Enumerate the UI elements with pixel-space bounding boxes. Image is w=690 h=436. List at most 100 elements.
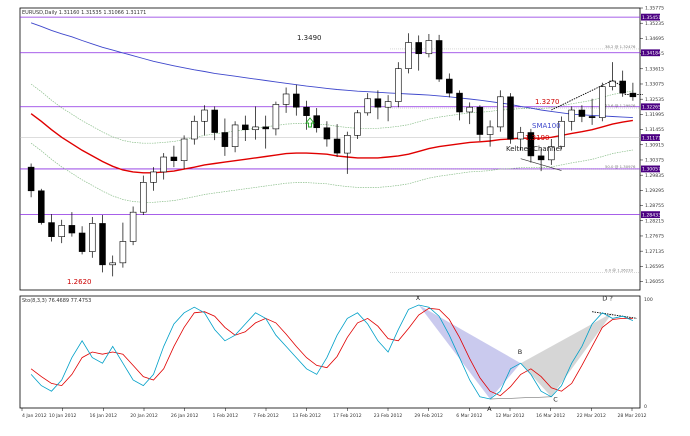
osc-annotation-b: B	[518, 348, 522, 356]
symbol-header: EURUSD,Daily 1.31160 1.31535 1.31066 1.3…	[22, 10, 146, 16]
osc-annotation-c: C	[553, 395, 558, 403]
candle-body	[242, 124, 249, 131]
candle-body	[201, 109, 208, 122]
rising-dotted-line-end	[612, 80, 623, 88]
y-tick-label: 1.33615	[645, 66, 664, 72]
candle-body	[231, 124, 239, 147]
candle-body	[476, 106, 484, 135]
oscillator-label: Sto(8,3,3) 76.4689 77.4753	[22, 298, 91, 304]
candle-body	[486, 126, 494, 135]
annotation-sma100: SMA100	[532, 122, 561, 130]
x-tick-label: 29 Feb 2012	[414, 413, 443, 419]
y-tick-label: 1.35775	[645, 6, 664, 12]
candle-body	[354, 112, 361, 136]
candle-body	[303, 106, 310, 116]
candle-body	[588, 116, 596, 118]
fib-level-label: 38.2 @ 1.32476	[605, 44, 636, 49]
candle-body	[344, 135, 351, 154]
annotation-1.2620: 1.2620	[67, 278, 92, 286]
fib-level-label: 0.0 @ 1.26233	[605, 267, 634, 272]
pattern-ac-line	[490, 396, 552, 400]
candle-body	[89, 223, 96, 252]
x-tick-label: 23 Feb 2012	[374, 413, 403, 419]
y-tick-label: 1.27675	[645, 234, 664, 240]
y-tick-label: 1.30375	[645, 158, 664, 164]
candle-body	[507, 96, 514, 140]
rising-dotted-line	[551, 80, 613, 111]
y-tick-label: 1.34695	[645, 36, 664, 42]
candle-body	[415, 42, 422, 55]
candle-body	[374, 98, 382, 108]
oscillator-panel-frame	[19, 295, 641, 409]
candle-body	[497, 96, 504, 128]
candle-body	[48, 222, 55, 237]
candle-body	[293, 93, 300, 108]
price-box-label: 1.34184	[642, 50, 661, 56]
candle-body	[323, 127, 331, 140]
candle-body	[527, 132, 535, 157]
stoch-signal-line	[30, 307, 633, 397]
x-tick-label: 17 Feb 2012	[333, 413, 362, 419]
up-arrow-icon	[305, 117, 315, 128]
price-box	[641, 211, 660, 219]
candle-body	[211, 109, 218, 133]
y-tick-label: 1.28215	[645, 218, 664, 224]
y-tick-label: 1.30915	[645, 142, 664, 148]
candle-body	[150, 171, 157, 183]
y-tick-label: 1.32535	[645, 97, 664, 103]
candle-body	[272, 104, 280, 130]
price-box	[641, 49, 660, 57]
y-tick-label: 1.31995	[645, 112, 664, 118]
y-tick-label: 1.29835	[645, 173, 664, 179]
stoch-main-line	[30, 304, 634, 400]
x-tick-label: 10 Jan 2012	[49, 413, 77, 419]
candle-body	[252, 126, 259, 131]
candle-body	[119, 241, 127, 264]
pattern-xab-fill	[418, 304, 521, 400]
candle-body	[364, 98, 371, 114]
x-tick-label: 28 Mar 2012	[617, 413, 646, 419]
candle-body	[609, 80, 616, 87]
y-tick-label: 1.29295	[645, 188, 664, 194]
candle-body	[221, 132, 229, 147]
candle-body	[537, 155, 545, 161]
x-tick-label: 16 Jan 2012	[90, 413, 118, 419]
x-tick-label: 7 Feb 2012	[253, 413, 279, 419]
candle-body	[140, 182, 147, 213]
sma100-line	[30, 22, 633, 119]
pattern-bcd-fill	[520, 312, 613, 397]
price-box-label: 1.31171	[642, 135, 661, 141]
x-tick-label: 6 Mar 2012	[456, 413, 482, 419]
price-box-label: 1.30057	[642, 167, 661, 173]
candle-body	[38, 190, 45, 223]
candle-body	[180, 138, 188, 161]
osc-annotation-d: D ?	[602, 294, 613, 302]
fib-level-label: 23.6 @ 1.29976	[605, 103, 636, 108]
osc-y-tick-0: 0	[644, 404, 647, 410]
candle-body	[68, 225, 76, 234]
x-tick-label: 4 Jan 2012	[22, 413, 47, 419]
price-box	[641, 165, 660, 173]
y-tick-label: 1.26055	[645, 279, 664, 285]
candle-body	[517, 132, 524, 140]
y-tick-label: 1.35235	[645, 21, 664, 27]
y-tick-label: 1.28755	[645, 203, 664, 209]
candle-body	[405, 42, 412, 69]
annotation-1.3190: 1.3190	[525, 134, 550, 142]
x-tick-label: 22 Mar 2012	[577, 413, 606, 419]
candle-body	[395, 68, 402, 102]
annotation-1.3490: 1.3490	[297, 34, 322, 42]
pattern-d-dotted	[592, 311, 637, 319]
x-tick-label: 13 Feb 2012	[292, 413, 321, 419]
candle-body	[313, 115, 320, 129]
candle-body	[191, 120, 198, 140]
candle-body	[170, 156, 178, 161]
price-box-label: 1.28433	[642, 212, 661, 218]
candle-body	[78, 232, 86, 252]
lower-trendline	[520, 158, 562, 171]
candle-body	[160, 156, 167, 173]
price-box-label: 1.32265	[642, 104, 661, 110]
annotation-1.3270: 1.3270	[535, 98, 560, 106]
y-tick-label: 1.27135	[645, 249, 664, 255]
